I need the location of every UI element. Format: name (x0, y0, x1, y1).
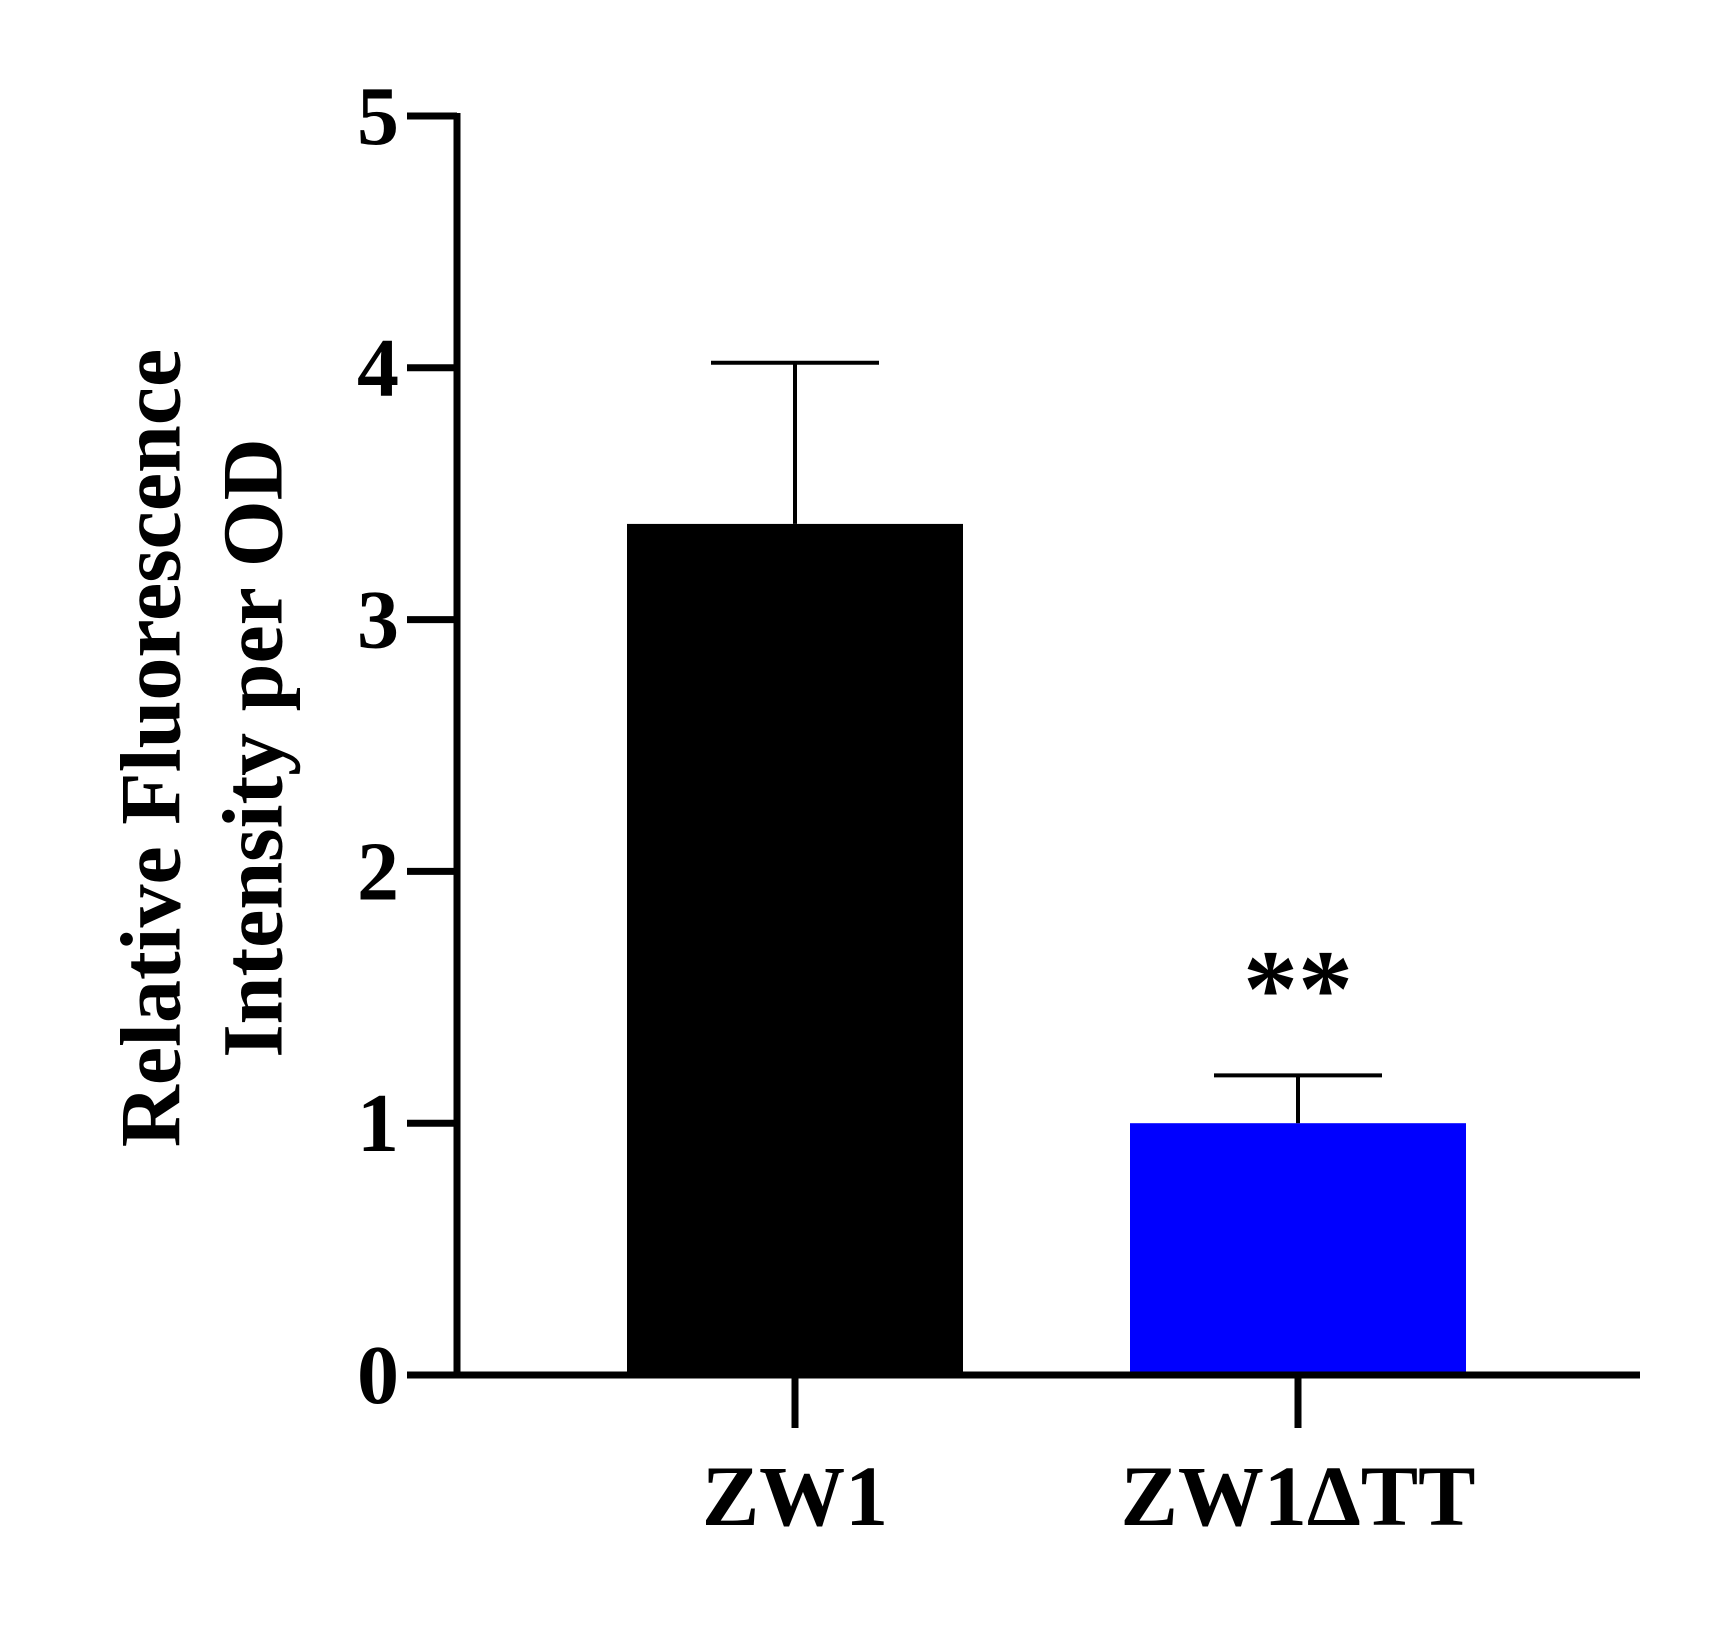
x-tick-label: ZW1 (702, 1448, 888, 1544)
bar (1130, 1123, 1466, 1375)
y-tick-label: 0 (357, 1329, 399, 1422)
y-axis-title: Intensity per OD (205, 438, 301, 1058)
y-tick-label: 3 (357, 574, 399, 667)
annotation: ** (1243, 927, 1353, 1049)
bar (627, 523, 963, 1375)
y-tick-label: 2 (357, 825, 399, 918)
y-tick-label: 4 (357, 322, 399, 415)
y-tick-label: 1 (357, 1077, 399, 1170)
y-axis-title: Relative Fluorescence (103, 349, 199, 1147)
x-tick-label: ZW1ΔTT (1120, 1448, 1475, 1544)
y-tick-label: 5 (357, 70, 399, 163)
